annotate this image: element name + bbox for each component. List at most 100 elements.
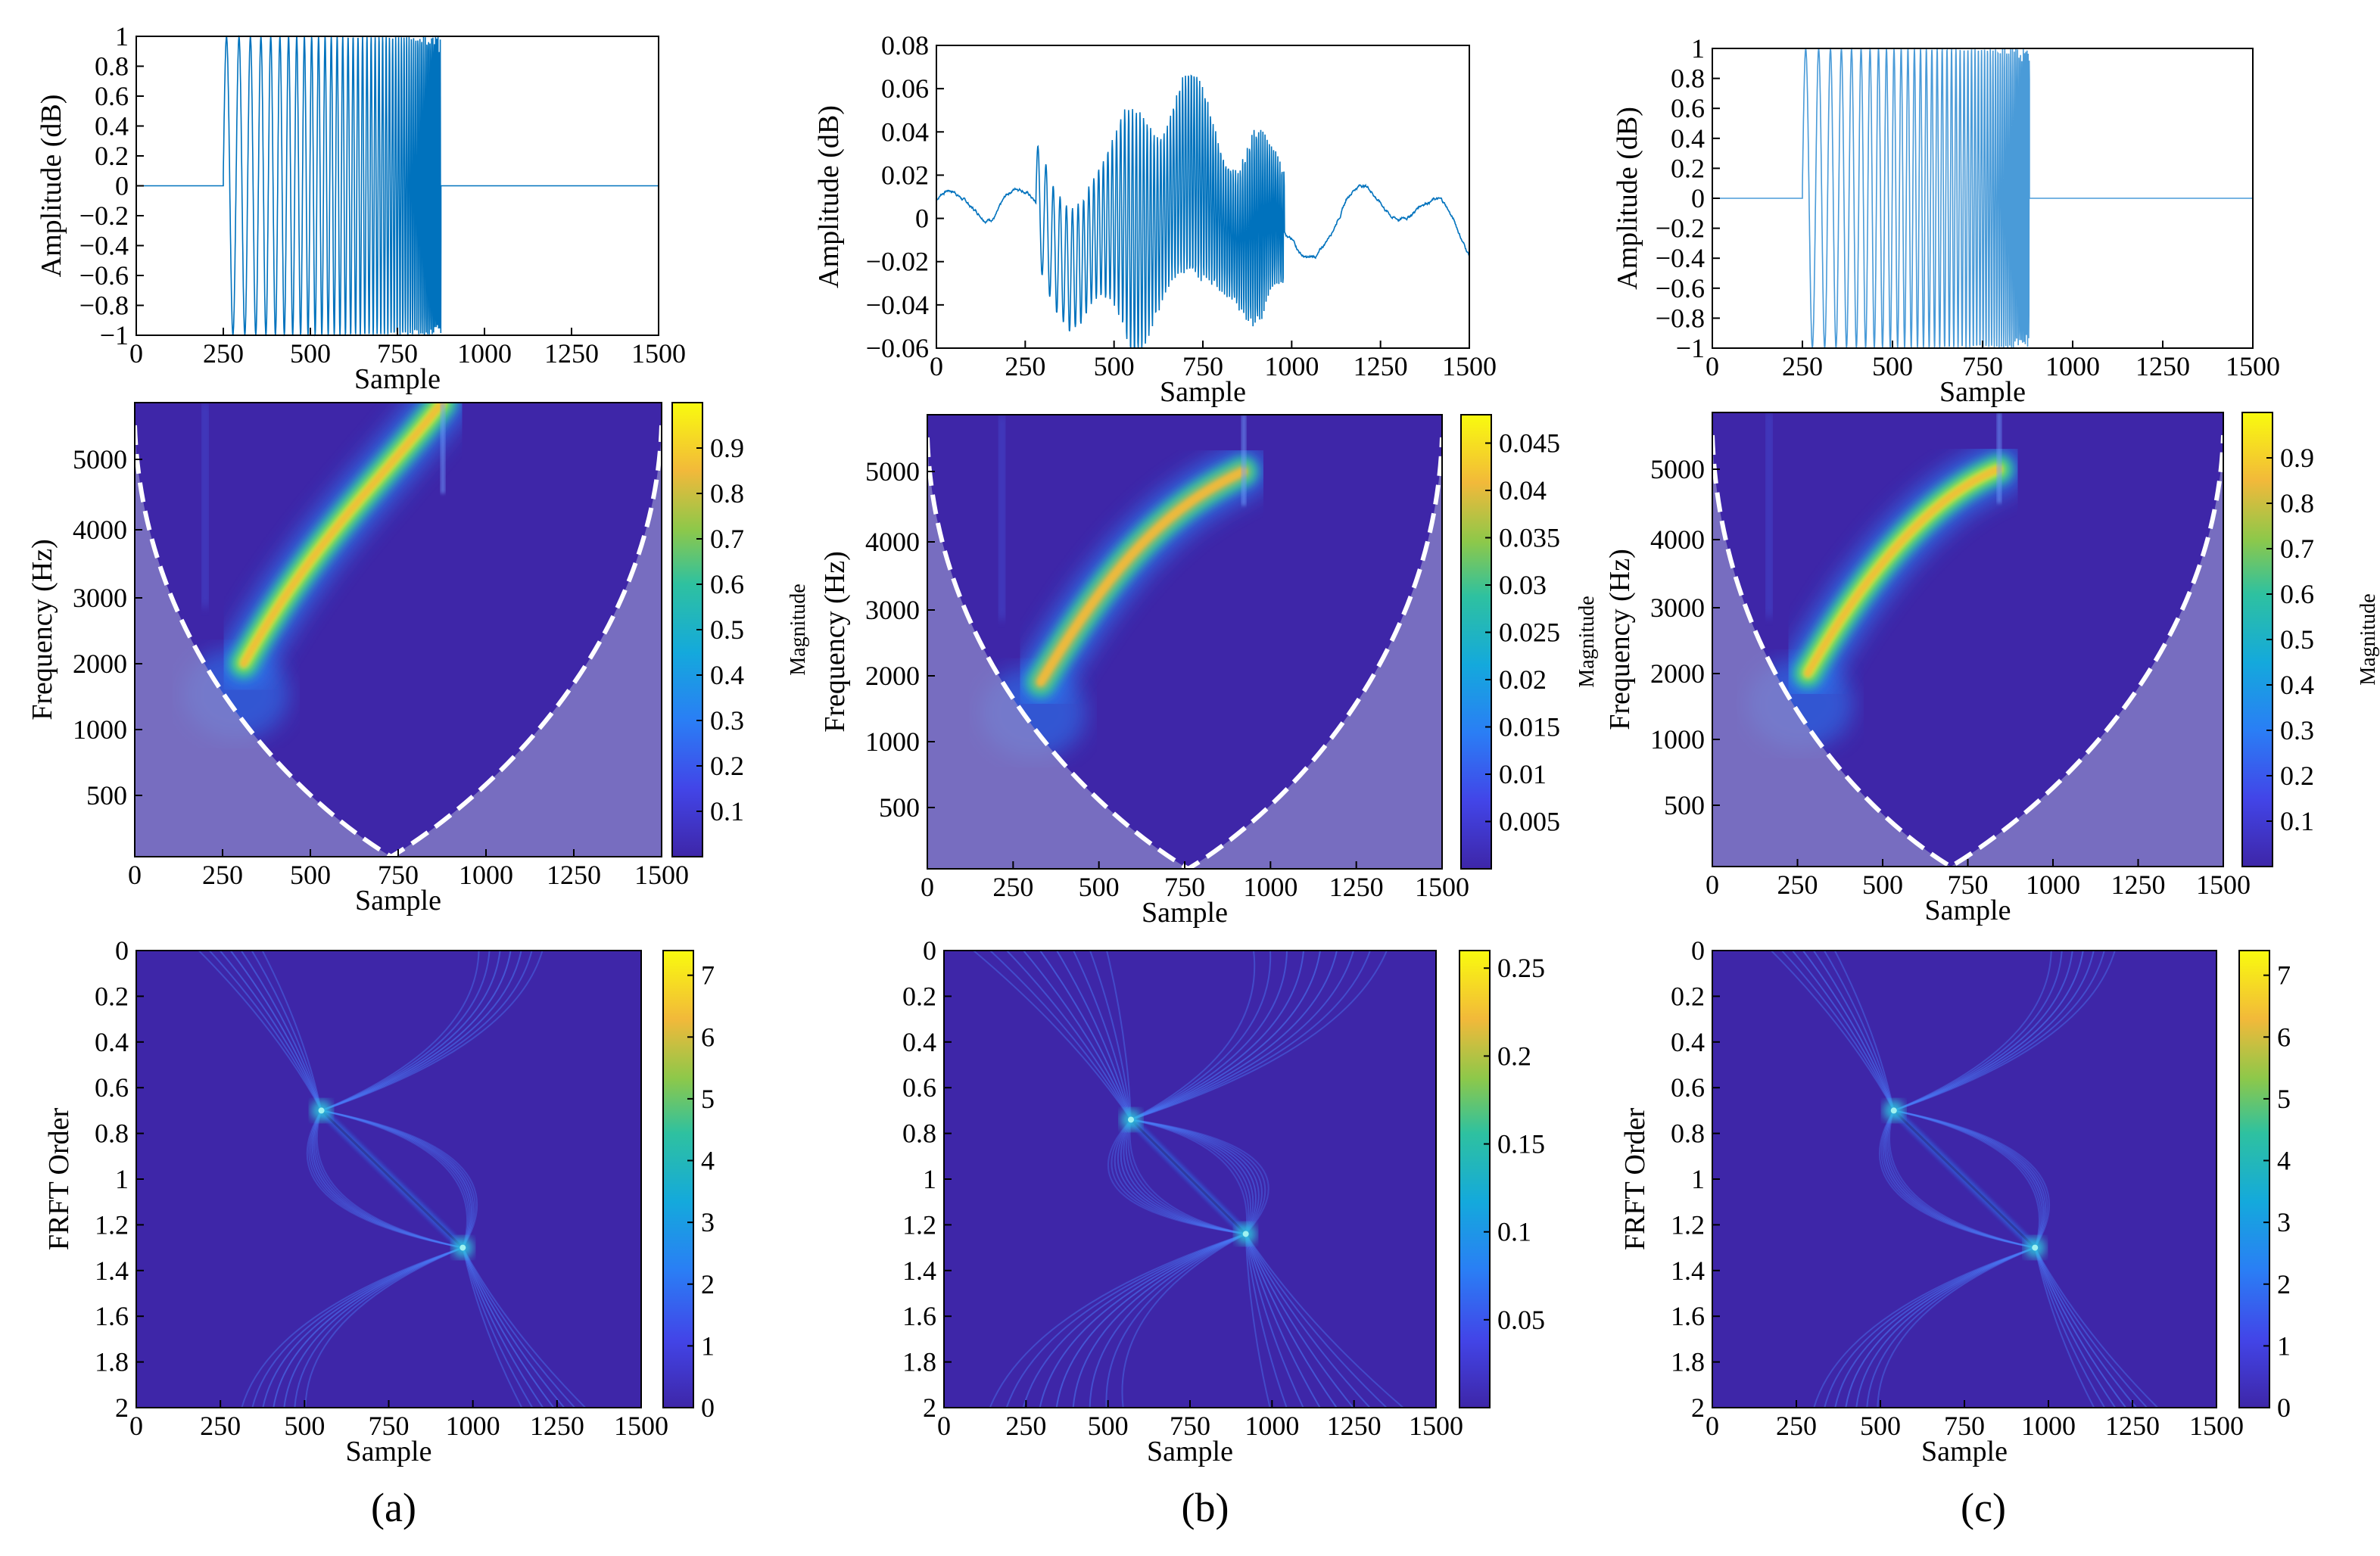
frft-curve [1130, 1119, 1251, 1234]
x-tick-label: 1500 [2189, 1411, 2244, 1441]
x-tick-label: 500 [1860, 1411, 1901, 1441]
x-tick-label: 1000 [1264, 351, 1319, 381]
y-axis-label: Amplitude (dB) [1612, 107, 1643, 290]
colorbar-tick-label: 0.05 [1497, 1305, 1545, 1335]
y-tick-label: 500 [879, 792, 920, 823]
frft-curve [2034, 1247, 2117, 1408]
colorbar-tick-label: 4 [701, 1146, 715, 1176]
scalogram-image [927, 415, 1442, 869]
caption-a: (a) [371, 1485, 416, 1530]
colorbar-tick-label: 0.2 [2280, 761, 2314, 791]
x-tick-label: 1000 [1243, 872, 1297, 902]
frft-curve [1005, 1233, 1247, 1408]
frft-curve [229, 951, 322, 1111]
colorbar-tick-label: 0.6 [710, 569, 744, 599]
x-tick-label: 750 [1170, 1411, 1210, 1441]
coi-shade-left [135, 403, 391, 857]
frft-curve [1130, 951, 1288, 1121]
frft-curve [1893, 951, 2052, 1112]
colorbar-tick-label: 0.1 [2280, 806, 2314, 836]
y-tick-label: 4000 [73, 515, 127, 545]
colorbar-tick-label: 1 [2277, 1330, 2291, 1361]
frft-curve [1893, 1109, 2042, 1248]
y-tick-label: 1.4 [902, 1256, 936, 1286]
colorbar-tick-label: 0 [701, 1393, 715, 1423]
frft-curve [321, 1109, 475, 1249]
frft-curve [1884, 1109, 2036, 1249]
y-tick-label: 0 [1691, 183, 1705, 213]
frft-curve [310, 1109, 463, 1249]
frft-curve [973, 951, 1132, 1121]
frft-curve [2034, 1247, 2138, 1408]
y-tick-label: 2 [115, 1393, 129, 1423]
frft-curve [1130, 951, 1304, 1121]
x-tick-label: 1250 [547, 860, 601, 890]
frft-curve [208, 951, 322, 1111]
y-tick-label: 3000 [1650, 593, 1705, 623]
x-tick-label: 1500 [2196, 870, 2251, 900]
colorbar-tick-label: 0.5 [2280, 624, 2314, 655]
caption-c: (c) [1961, 1485, 2006, 1530]
frft-curve [2034, 1247, 2127, 1408]
x-tick-label: 1250 [2135, 351, 2190, 381]
y-tick-label: 0.6 [95, 1072, 129, 1103]
frft-curve [462, 1247, 587, 1408]
x-axis-label: Sample [1147, 1436, 1233, 1467]
ridge-core [1804, 465, 2002, 677]
x-axis-label: Sample [1160, 376, 1246, 408]
panel-b-cwt: 0 250 500 750 1000 1250 1500 Sample 5000 4000 3000… [819, 414, 1599, 929]
x-tick-label: 750 [378, 860, 419, 890]
frft-curve [1893, 1109, 2050, 1249]
colorbar-tick-label: 0.6 [2280, 579, 2314, 609]
frft-curve [308, 1109, 463, 1249]
y-tick-label: 0.8 [1671, 1119, 1705, 1149]
frft-image [136, 951, 641, 1408]
frft-curve [1130, 1119, 1266, 1235]
frft-curve [306, 1109, 463, 1249]
x-tick-label: 1000 [2026, 870, 2080, 900]
frft-curve [1130, 1119, 1260, 1235]
x-tick-label: 1500 [1442, 351, 1497, 381]
x-tick-label: 750 [1944, 1411, 1985, 1441]
colorbar-tick-label: 0.3 [710, 705, 744, 736]
frft-curve [1125, 1119, 1246, 1235]
y-tick-label: 1 [115, 21, 129, 51]
frft-curve [1802, 951, 1895, 1111]
panel-b-time: 0 250 500 750 1000 1250 1500 Sample 0.08 0.06 0.04… [813, 30, 1497, 408]
frft-curve [1023, 951, 1132, 1120]
frft-curve [1245, 1234, 1304, 1408]
y-tick-label: 0 [115, 935, 129, 966]
colorbar-tick-label: 0.8 [2280, 488, 2314, 518]
x-tick-label: 1250 [1354, 351, 1408, 381]
frft-curve [321, 1109, 478, 1249]
frft-curve [462, 1247, 523, 1408]
colorbar-tick-label: 0.04 [1499, 475, 1547, 506]
colorbar [662, 950, 694, 1408]
frft-curve [1130, 1119, 1250, 1234]
x-tick-label: 500 [1079, 872, 1120, 902]
frft-curve [1893, 1109, 2047, 1249]
y-tick-label: 1.4 [1671, 1256, 1705, 1286]
x-tick-label: 1250 [2111, 870, 2166, 900]
panel-a-cwt: 0 250 500 750 1000 1250 1500 Sample 5000 4000 3000… [26, 402, 810, 916]
frft-curve [1833, 951, 1895, 1111]
y-tick-label: 4000 [865, 527, 920, 557]
frft-focus-core [318, 1107, 325, 1114]
x-tick-label: 1000 [446, 1411, 500, 1441]
x-tick-label: 500 [1088, 1411, 1129, 1441]
y-tick-label: 1 [923, 1164, 936, 1194]
x-tick-label: 0 [930, 351, 943, 381]
y-tick-label: 0.4 [902, 1027, 936, 1057]
frft-curve [198, 951, 322, 1111]
frft-curve [1130, 951, 1354, 1121]
y-tick-label: 0.4 [95, 1027, 129, 1057]
colorbar-tick-label: 7 [701, 960, 715, 991]
frft-curve [1855, 1246, 2036, 1408]
colorbar-tick-label: 0.5 [710, 615, 744, 645]
frft-curve [1130, 1119, 1254, 1234]
x-tick-label: 0 [1706, 870, 1719, 900]
x-axis-label: Sample [1921, 1436, 2008, 1467]
frft-focus-core [2032, 1244, 2039, 1251]
frft-curve [989, 951, 1132, 1120]
x-tick-label: 250 [992, 872, 1033, 902]
